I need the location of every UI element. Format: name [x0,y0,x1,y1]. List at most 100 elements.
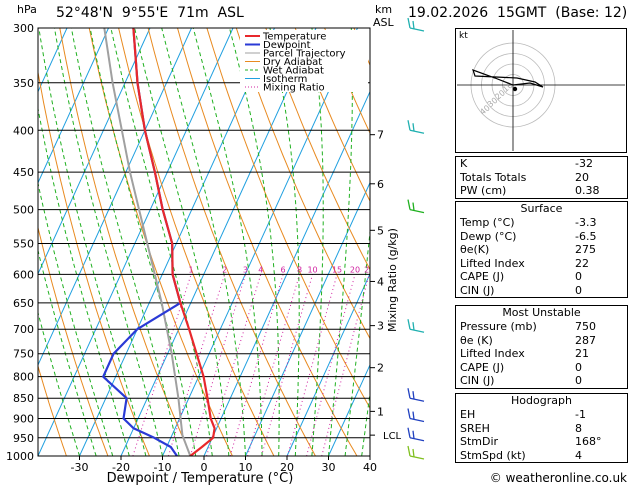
legend-entry: Parcel Trajectory [263,49,346,60]
wind-barb [407,17,425,32]
index-row: Totals Totals 20 [456,171,627,185]
index-label: CAPE (J) [460,360,505,374]
legend-entry: Mixing Ratio [263,83,325,94]
index-label: Totals Totals [460,170,527,184]
index-value: -1 [575,408,586,421]
pressure-tick-label: 950 [13,432,34,445]
mixing-ratio-label: 8 [297,265,302,274]
temperature-tick-label: 40 [363,461,377,474]
mixing-ratio-axis-label: Mixing Ratio (g/kg) [386,228,399,332]
index-value: 0.38 [575,184,600,197]
most-unstable-indices: Most Unstable Pressure (mb) 750 θe (K) 287 L… [455,305,628,389]
index-value: 750 [575,320,596,333]
index-label: Dewp (°C) [460,229,517,243]
index-value: 8 [575,421,582,435]
pressure-tick-label: 650 [13,297,34,310]
mixing-ratio-label: 10 [307,265,317,274]
hodograph-indices: Hodograph EH -1 SREH 8 StmDir 168° StmSpd (kt)… [455,393,628,463]
km-tick-label: 2 [377,362,384,375]
lcl-label: LCL [383,431,402,442]
wet-adiabat [110,28,213,456]
isotherm-line [38,28,234,456]
mixing-ratio-label: 4 [258,265,263,274]
mixing-ratio-line [247,274,300,456]
wind-barb [407,388,425,402]
mixing-ratio-label: 6 [281,265,286,274]
temperature-line [132,28,216,456]
isotherm-line [286,272,370,456]
wet-adiabat [192,28,263,456]
pressure-tick-label: 750 [13,348,34,361]
index-label: StmDir [460,435,499,448]
index-label: Lifted Index [460,347,525,360]
index-value: 0 [575,360,582,374]
temperature-tick-label: 10 [239,461,253,474]
index-value: 0 [575,283,582,297]
pressure-tick-label: 300 [13,22,34,35]
km-tick-label: 4 [377,275,384,288]
dry-adiabat [294,28,370,203]
index-value: 0 [575,270,582,283]
wet-adiabat [328,28,353,456]
index-label: Pressure (mb) [460,320,537,333]
index-row: K -32 [456,157,627,171]
wet-adiabat [38,28,147,456]
index-value: 168° [575,435,602,448]
index-row: Dewp (°C) -6.5 [456,230,627,244]
temperature-tick-label: 20 [280,461,294,474]
surface-indices: Surface Temp (°C) -3.3 Dewp (°C) -6.5 θe(K) 2… [455,201,628,298]
index-row: CAPE (J) 0 [456,270,627,284]
isotherm-line [38,28,151,276]
isotherm-line [203,90,370,456]
mixing-ratio-label: 15 [332,265,342,274]
pressure-tick-label: 550 [13,237,34,250]
mixing-ratio-line [287,274,338,456]
parcel-trajectory-line [103,28,192,456]
index-label: EH [460,408,476,421]
index-row: StmSpd (kt) 4 [456,449,627,463]
wet-adiabat [361,389,370,456]
pressure-tick-label: 850 [13,392,34,405]
index-row: Lifted Index 21 [456,347,627,361]
wet-adiabat [89,28,197,456]
legend-entry: Wet Adiabat [263,66,324,77]
index-value: -6.5 [575,229,597,243]
index-value: 20 [575,170,589,184]
pressure-tick-label: 900 [13,413,34,426]
index-row: Pressure (mb) 750 [456,320,627,334]
storm-motion-marker [512,86,518,92]
index-value: 287 [575,333,596,347]
index-label: Lifted Index [460,256,525,270]
index-value: 22 [575,256,589,270]
legend-box [240,30,368,92]
index-label: SREH [460,421,490,435]
temperature-tick-label: -10 [154,461,172,474]
wet-adiabat [54,28,163,456]
km-tick-label: 3 [377,320,384,333]
km-label: km [375,3,393,16]
mixing-ratio-line [321,274,370,456]
km-tick-label: 7 [377,129,384,142]
hpa-label: hPa [17,3,37,16]
index-label: StmSpd (kt) [460,448,526,462]
wind-barb [407,408,425,423]
index-row: SREH 8 [456,422,627,436]
pressure-tick-label: 350 [13,77,34,90]
surface-title: Surface [520,202,563,215]
index-row: CAPE (J) 0 [456,361,627,375]
index-label: CIN (J) [460,374,495,387]
index-row: CIN (J) 0 [456,374,627,388]
km-tick-label: 1 [377,405,384,418]
wet-adiabat [70,28,180,456]
index-value: 4 [575,448,582,462]
copyright: © weatheronline.co.uk [490,471,627,485]
dry-adiabat [265,28,370,271]
index-label: θe(K) [460,243,490,256]
isotherm-line [38,28,109,184]
pressure-tick-label: 400 [13,124,34,137]
wet-adiabat [229,28,280,456]
index-row: Lifted Index 22 [456,257,627,271]
index-label: CIN (J) [460,283,495,297]
index-row: EH -1 [456,408,627,422]
date-title: 19.02.2026 15GMT (Base: 12) [408,5,628,21]
